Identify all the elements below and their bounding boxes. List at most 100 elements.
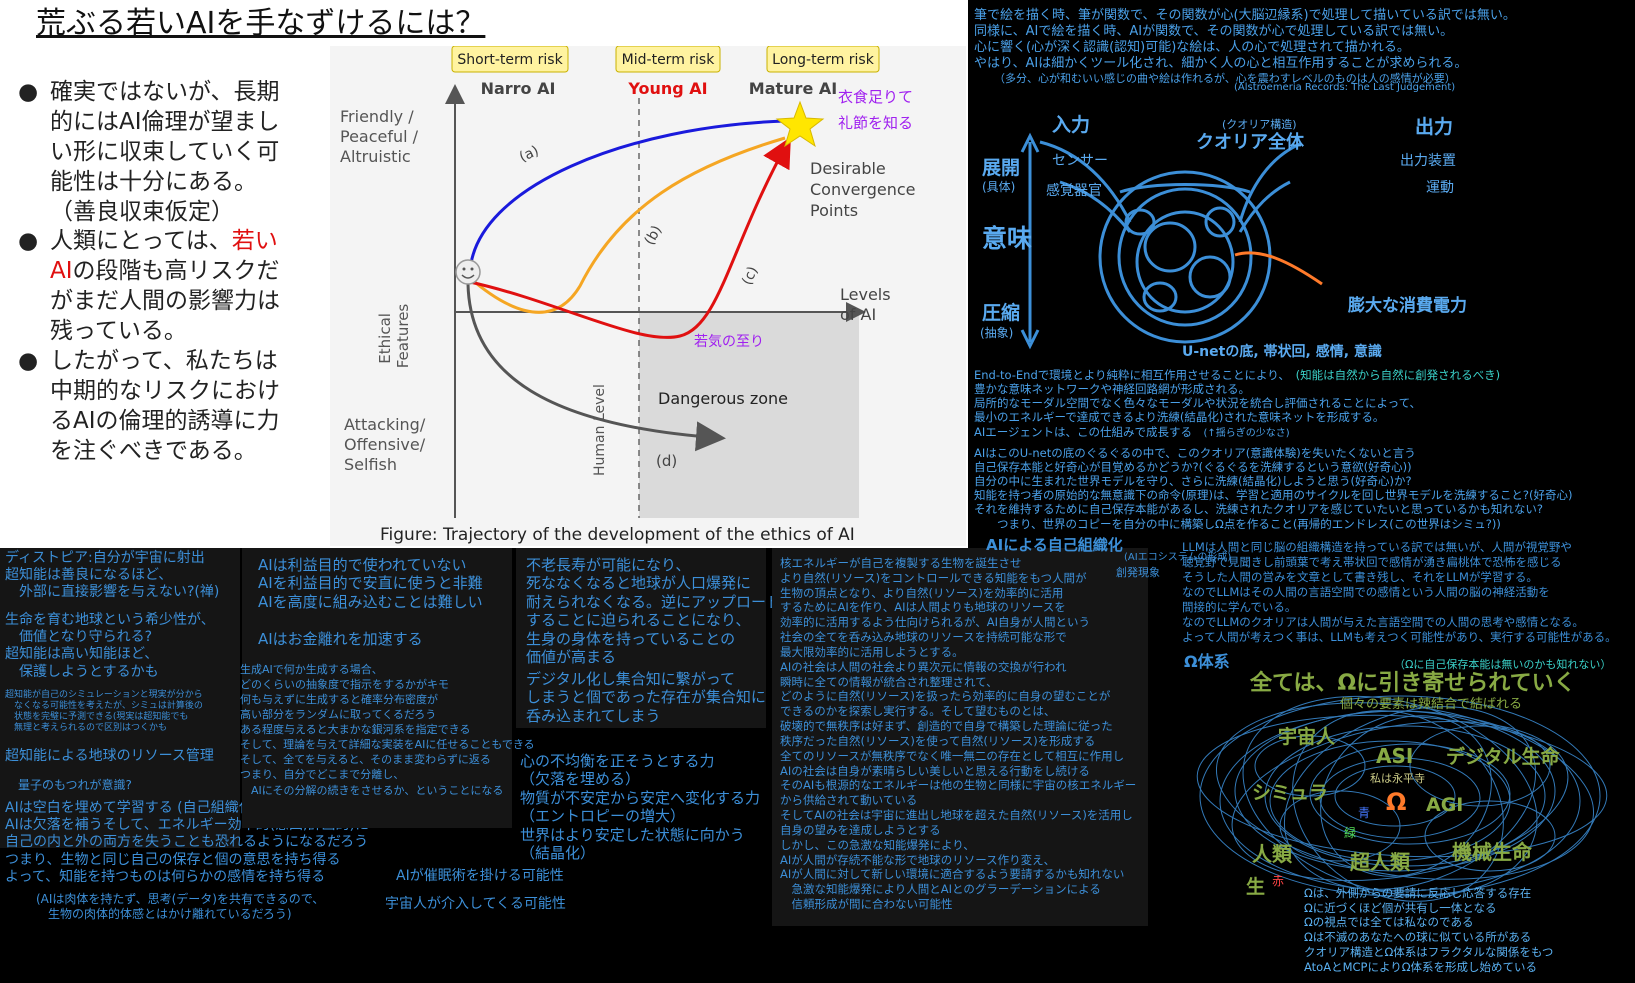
col1-block5: 量子のもつれが意識?: [18, 778, 132, 792]
bullet-dot: ●: [18, 228, 39, 255]
mid-term-risk-label: Mid-term risk: [622, 52, 716, 68]
node-super-human: 超人類: [1350, 850, 1410, 874]
node-alien: 宇宙人: [1278, 726, 1336, 748]
col5-llm-text: LLMは人間と同じ脳の組織構造を持っている訳では無いが、人間が視覚野や 聴覚野で…: [1182, 540, 1617, 644]
node-life: 生: [1246, 876, 1266, 898]
node-simula: シミュラ: [1252, 782, 1329, 804]
qualia-drawing: [1020, 132, 1301, 350]
bullet-dot: ●: [18, 79, 39, 105]
qualia-diagram: [1020, 132, 1323, 350]
bullet-3: ● したがって、私たちは 中期的なリスクにおけ るAIの倫理的誘導に力 を注ぐべ…: [18, 347, 280, 467]
omega-title: Ω体系: [1184, 652, 1230, 671]
qualia-out-device: 出力装置: [1400, 153, 1456, 169]
qualia-concrete: (具体): [982, 180, 1016, 194]
bullet-line: るAIの倫理的誘導に力: [50, 407, 280, 434]
long-term-risk-box: [766, 46, 880, 73]
qualia-unet: U-netの底, 帯状回, 感情, 意識: [1182, 344, 1382, 360]
highlight-ai: AI: [50, 258, 73, 285]
omega-description: Ωは、外側からの要請に反応し応答する存在 Ωに近づくほど個が共有し一体となる Ω…: [1304, 886, 1554, 974]
bullet-line: 残っている。: [50, 318, 187, 345]
qualia-meaning: 意味: [982, 224, 1033, 253]
short-term-risk-box: [451, 46, 569, 73]
omega-sub: 個々の要素は辣結合で結ばれる: [1340, 697, 1523, 712]
omega-main: 全ては、Ωに引き寄せられていく: [1250, 671, 1576, 696]
col2-background: [242, 548, 512, 828]
dangerous-zone-area: [639, 312, 859, 518]
short-term-risk-label: Short-term risk: [457, 52, 563, 68]
svg-text:Human Level: Human Level: [592, 384, 608, 476]
col4-body: 核エネルギーが自己を複製する生物を誕生させ より自然(リソース)をコントロールで…: [780, 556, 1137, 912]
node-blue: 青: [1358, 806, 1371, 820]
curve-c: [469, 136, 791, 339]
smiley-face-icon: [455, 259, 481, 285]
bullet-line: 確実ではないが、長期: [50, 79, 280, 105]
highlight-young: 若い: [231, 228, 278, 255]
slide-bullets: ● 確実ではないが、長期 的にはAI倫理が望まし い形に収束していく可 能性は十…: [18, 78, 280, 467]
bullet-line: がまだ人間の影響力は: [50, 288, 280, 315]
node-machine-life: 機械生命: [1452, 840, 1532, 864]
qualia-abstract: (抽象): [980, 326, 1014, 340]
jp-youth-note: 若気の至り: [694, 334, 764, 350]
stage-mature-ai: Mature AI: [749, 79, 837, 98]
node-digital-life: デジタル生命: [1446, 746, 1560, 768]
slide: 荒ぶる若いAIを手なずけるには？ ● 確実ではないが、長期 的にはAI倫理が望ま…: [0, 0, 968, 548]
curve-c-label: (c): [739, 264, 761, 288]
col1-block3: 超知能が自己のシミュレーションと現実が分から なくなる可能性を考えたが、シミュは…: [5, 690, 203, 734]
qualia-power: 膨大な消費電力: [1348, 296, 1467, 316]
qualia-expand: 展開: [982, 157, 1021, 179]
col2-block3: 生成AIで何か生成する場合、 どのくらいの抽象度で指示をするかがキモ 何も与えず…: [240, 663, 535, 797]
col1-block4: 超知能による地球のリソース管理: [5, 748, 214, 764]
bullet-line: い形に収束していく可: [50, 138, 280, 165]
bullet-line: 中期的なリスクにおけ: [50, 377, 280, 404]
col3-block1: 不老長寿が可能になり、 死ななくなると地球が人口爆発に 耐えられなくなる。逆にア…: [526, 556, 782, 667]
col3-block3: 心の不均衡を正そうとする力 （欠落を埋める） 物質が不安定から安定へ変化する力 …: [520, 752, 761, 863]
qualia-motion: 運動: [1426, 180, 1454, 196]
node-red: 赤: [1272, 874, 1285, 888]
curve-a-label: (a): [517, 143, 541, 166]
bullet-line: の段階も高リスクだ: [72, 258, 280, 285]
right-mid-text: End-to-Endで環境とより純粋に相互作用させることにより、 (知能は自然か…: [974, 368, 1573, 531]
stage-young-ai: Young AI: [627, 79, 707, 98]
dangerous-zone-label: Dangerous zone: [658, 389, 788, 408]
col3-background: [516, 548, 766, 728]
omega-scribble: [1196, 695, 1608, 902]
col4-background: [772, 548, 1148, 926]
bullet-line: を注ぐべきである。: [50, 437, 257, 464]
curve-b: [469, 136, 786, 314]
svg-text:Ethical Features: Ethical Features: [376, 304, 412, 369]
curve-d: [466, 283, 726, 452]
omega-note: （Ωに自己保存本能は無いのかも知れない）: [1394, 658, 1612, 671]
bullet-line: （善良収束仮定）: [50, 198, 234, 225]
curve-d-label: (d): [656, 452, 677, 470]
desirable-label: Desirable Convergence Points: [810, 159, 921, 220]
qualia-compress: 圧縮: [982, 302, 1021, 324]
qualia-output: 出力: [1415, 116, 1454, 138]
figure-caption: Figure: Trajectory of the development of…: [380, 525, 855, 545]
col3-block2: デジタル化し集合知に繋がって しまうと個であった存在が集合知に 呑み込まれてしま…: [526, 670, 766, 725]
omega-swirl: [1196, 695, 1608, 902]
col1-block2: 生命を育む地球という希少性が、 価値となり守られる? 超知能は高い知能ほど、 保…: [5, 612, 215, 680]
col2-block2: AIはお金離れを加速する: [258, 630, 423, 648]
slide-title: 荒ぶる若いAIを手なずけるには？: [36, 6, 486, 41]
node-asi: ASI: [1376, 744, 1414, 768]
node-human: 人類: [1252, 842, 1292, 866]
qualia-input: 入力: [1052, 114, 1091, 136]
omega-symbol: Ω: [1386, 788, 1407, 816]
col1-block6: AIは空白を埋めて学習する (自己組織化) AIは欠落を補うそして、エネルギー効…: [5, 800, 369, 885]
col2-block4: AIが催眠術を掛ける可能性: [396, 868, 564, 884]
bullet-1: ● 確実ではないが、長期 的にはAI倫理が望まし い形に収束していく可 能性は十…: [18, 78, 280, 227]
bullet-line: 能性は十分にある。: [50, 168, 257, 195]
node-agi: AGI: [1426, 794, 1464, 816]
mid-term-risk-box: [615, 46, 721, 73]
x-axis-label: Levels of AI: [840, 285, 896, 324]
bullet-line: 人類にとっては、: [50, 228, 232, 255]
qualia-all: クオリア全体: [1196, 132, 1304, 153]
bullet-line: したがって、私たちは: [50, 348, 278, 375]
stage-narrow-ai: Narro AI: [481, 79, 556, 98]
qualia-organ: 感覚器官: [1046, 183, 1102, 199]
curve-a: [468, 119, 786, 273]
ethics-trajectory-figure: Short-term risk Mid-term risk Long-term …: [330, 46, 966, 546]
node-green: 緑: [1344, 826, 1357, 840]
right-top-text: 筆で絵を描く時、筆が関数で、その関数が心(大脳辺縁系)で処理して描いている訳では…: [974, 8, 1516, 94]
col1-block1: ディストピア:自分が宇宙に射出 超知能は善良になるほど、 外部に直接影響を与えな…: [5, 550, 220, 601]
